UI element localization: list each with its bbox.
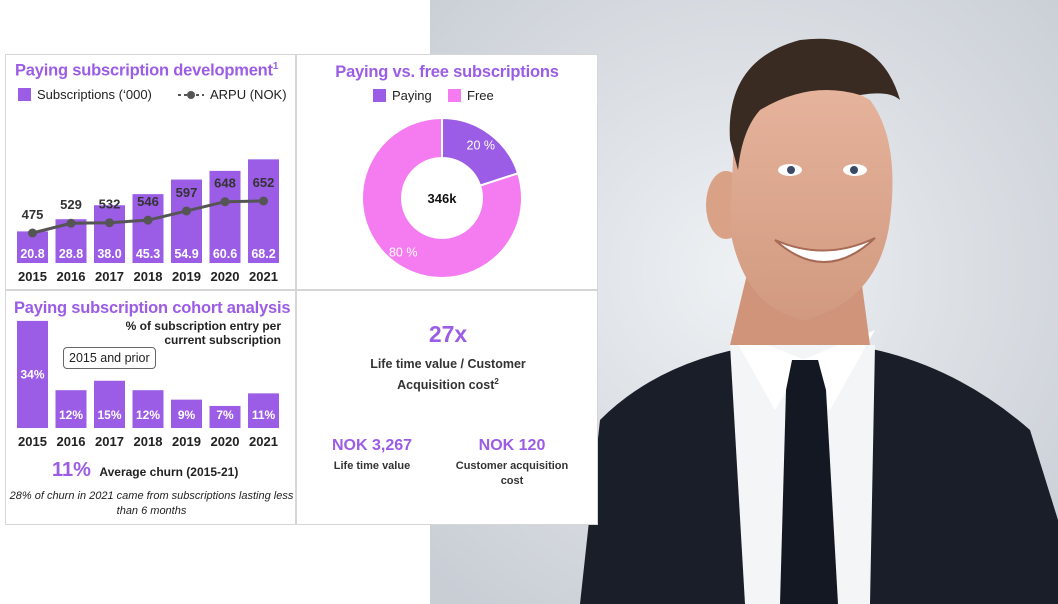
arpu-point [182,206,191,216]
x-tick-label: 2021 [249,269,278,284]
subscriptions-bar-label: 60.6 [213,247,237,261]
x-tick-label: 2018 [134,269,163,284]
legend-swatch-free [448,89,461,102]
subscriptions-bar [132,194,164,263]
ltv-cac-ratio: 27x [428,321,468,347]
ltv-cac-label: Life time value / Customer Acquisition c… [370,357,526,393]
paying-vs-free-title: Paying vs. free subscriptions [335,63,559,81]
cohort-bar-label: 12% [59,408,83,422]
subscriptions-bar [94,205,125,263]
arpu-label: 529 [60,197,82,212]
legend-arpu: ARPU (NOK) [178,87,287,102]
x-tick-label: 2018 [134,434,163,449]
cohort-analysis-card: Paying subscription cohort analysis % of… [5,290,296,525]
cohort-bar [132,390,164,428]
ltv-cac-card: 27x Life time value / Customer Acquisiti… [296,290,598,525]
cohort-callout: 2015 and prior [63,347,156,369]
legend-subscriptions: Subscriptions (‘000) [18,87,152,102]
ltv-value: NOK 3,267 [331,437,413,454]
cohort-bar-label: 7% [216,408,234,422]
donut-center-label: 346k [428,191,458,206]
subscriptions-bar [209,170,241,263]
x-tick-label: 2015 [18,434,47,449]
average-churn: 11% Average churn (2015-21) [52,459,238,482]
portrait-photo [430,0,1058,604]
cohort-bar-label: 34% [20,367,44,381]
legend-paying-label: Paying [392,88,432,103]
cohort-bar-label: 15% [97,408,121,422]
cohort-bar-label: 9% [178,408,196,422]
cac-label: Customer acquisition cost [455,460,569,487]
churn-value: 11% [52,459,91,481]
donut-slice-label: 20 % [467,139,496,153]
subscriptions-bar [171,179,202,263]
cohort-bar [17,320,48,428]
arpu-point [143,215,153,225]
subscriptions-bar-label: 38.0 [97,247,121,261]
arpu-point [28,228,37,238]
arpu-point [259,196,268,206]
x-tick-label: 2021 [249,434,278,449]
cohort-bar [248,393,279,428]
arpu-label: 652 [253,175,275,190]
donut-slice-label: 80 % [389,245,418,259]
cohort-bar-label: 11% [252,408,276,422]
x-tick-label: 2020 [211,434,240,449]
cohort-bar [94,380,125,428]
arpu-label: 532 [99,197,121,212]
cohort-bar [171,399,202,428]
legend-swatch-paying [373,89,386,102]
legend-swatch-purple [18,88,31,101]
churn-note: 28% of churn in 2021 came from subscript… [9,490,294,517]
cohort-bar-label: 12% [136,408,160,422]
ltv-label: Life time value [333,460,411,472]
legend-line-marker [178,90,204,99]
subscriptions-bar-label: 68.2 [251,247,275,261]
x-tick-label: 2019 [172,434,201,449]
cohort-chart: 34% 2015 12% 2016 15% 2017 12% 2018 9% 2019 7% 2020… [17,320,279,449]
subscriptions-bar-label: 45.3 [136,247,160,261]
cac-value: NOK 120 [478,437,546,454]
arpu-point [220,197,230,207]
legend-arpu-label: ARPU (NOK) [210,87,287,102]
x-tick-label: 2019 [172,269,201,284]
subscriptions-bar [248,159,279,263]
legend-free-label: Free [467,88,494,103]
arpu-label: 546 [137,194,159,209]
subscriptions-bar-label: 20.8 [20,247,44,261]
arpu-label: 648 [214,176,236,191]
cohort-bar [209,405,241,428]
donut-chart: 20 % 80 % 346k [361,116,523,279]
subscription-chart: 20.8 2015 28.8 2016 38.0 2017 45.3 2018 54.9 2019… [17,159,279,284]
arpu-point [105,218,114,228]
legend-subscriptions-label: Subscriptions (‘000) [37,87,152,102]
legend-free: Free [448,88,494,103]
cohort-analysis-title: Paying subscription cohort analysis [14,299,291,317]
arpu-label: 475 [22,207,44,222]
subscriptions-bar-label: 28.8 [59,247,83,261]
x-tick-label: 2020 [211,269,240,284]
x-tick-label: 2015 [18,269,47,284]
arpu-point [66,218,76,228]
portrait-illustration [430,0,1058,604]
arpu-label: 597 [176,185,198,200]
cohort-note: % of subscription entry per current subs… [125,319,281,347]
x-tick-label: 2016 [57,434,86,449]
subscriptions-bar-label: 54.9 [174,247,198,261]
cohort-bar [55,390,87,428]
subscription-development-title: Paying subscription development1 [15,61,279,80]
paying-vs-free-card: Paying vs. free subscriptions Paying Fre… [296,54,598,290]
legend-paying: Paying [373,88,432,103]
x-tick-label: 2016 [57,269,86,284]
subscription-development-card: Paying subscription development1 Subscri… [5,54,296,290]
churn-label: Average churn (2015-21) [99,465,239,479]
x-tick-label: 2017 [95,269,124,284]
x-tick-label: 2017 [95,434,124,449]
donut-slice-free [361,116,523,279]
